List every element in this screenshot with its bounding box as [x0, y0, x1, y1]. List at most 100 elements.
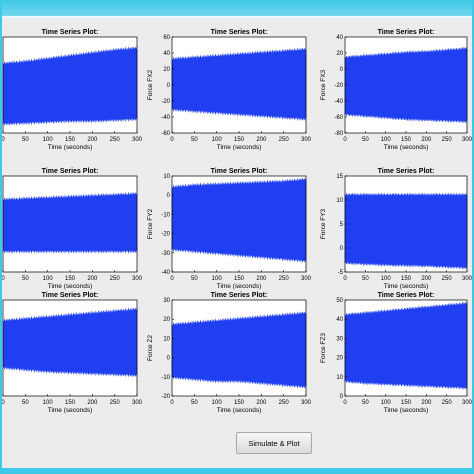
x-tick-label: 100 — [43, 276, 54, 282]
x-tick-label: 50 — [191, 137, 198, 143]
x-tick-label: 100 — [212, 276, 223, 282]
x-tick-label: 100 — [212, 137, 223, 143]
x-tick-label: 250 — [279, 276, 290, 282]
y-tick-label: 5 — [340, 222, 344, 228]
y-tick-label: 50 — [336, 298, 343, 304]
x-tick-label: 0 — [343, 400, 347, 406]
x-axis-label: Time (seconds) — [48, 283, 93, 290]
y-tick-label: -10 — [161, 375, 170, 381]
x-tick-label: 0 — [343, 137, 347, 143]
x-tick-label: 200 — [421, 400, 432, 406]
x-axis-label: Time (seconds) — [217, 144, 262, 151]
x-tick-label: 300 — [132, 276, 143, 282]
x-tick-label: 250 — [442, 400, 453, 406]
y-tick-label: -60 — [334, 115, 343, 121]
x-tick-label: 50 — [362, 276, 369, 282]
x-axis-label: Time (seconds) — [384, 407, 429, 414]
x-tick-label: 250 — [110, 137, 121, 143]
x-tick-label: 200 — [256, 276, 267, 282]
x-tick-label: 250 — [442, 276, 453, 282]
y-axis-label: Force FY3 — [320, 208, 327, 239]
simulate-plot-button[interactable]: Simulate & Plot — [236, 432, 312, 454]
x-tick-label: 300 — [132, 137, 143, 143]
y-tick-label: -80 — [334, 131, 343, 137]
x-tick-label: 150 — [234, 400, 245, 406]
x-tick-label: 100 — [381, 400, 392, 406]
x-tick-label: 150 — [234, 137, 245, 143]
x-axis-label: Time (seconds) — [48, 144, 93, 151]
series-band-1 — [171, 311, 307, 389]
chart-5: Time Series Plot:0 50 100 150 200 250 300Time … — [147, 168, 312, 290]
chart-8: Time Series Plot:0 50 100 150 200 250 300Time … — [147, 292, 312, 414]
x-tick-label: 300 — [301, 400, 312, 406]
x-tick-label: 50 — [362, 137, 369, 143]
chart-4: Time Series Plot: 0 50 100 150 200 250 300 Time … — [1, 168, 142, 290]
x-tick-label: 250 — [110, 400, 121, 406]
chart-6: Time Series Plot:0 50 100 150 200 250 300Time … — [320, 168, 473, 290]
y-axis-label: Force FX2 — [147, 69, 154, 100]
x-tick-label: 0 — [170, 276, 174, 282]
x-tick-label: 150 — [401, 276, 412, 282]
x-tick-label: 0 — [170, 400, 174, 406]
x-tick-label: 200 — [87, 400, 98, 406]
y-tick-label: 30 — [336, 336, 343, 342]
y-tick-label: -30 — [161, 251, 170, 257]
x-axis-label: Time (seconds) — [217, 283, 262, 290]
y-tick-label: 0 — [340, 246, 344, 252]
x-tick-label: 300 — [462, 400, 473, 406]
series-band-1 — [2, 191, 138, 254]
chart-title: Time Series Plot: — [378, 292, 435, 299]
x-tick-label: 200 — [421, 276, 432, 282]
y-tick-label: 60 — [163, 35, 170, 41]
x-tick-label: 150 — [65, 400, 76, 406]
x-tick-label: 300 — [462, 137, 473, 143]
x-tick-label: 200 — [421, 137, 432, 143]
y-tick-label: -10 — [161, 212, 170, 218]
y-tick-label: 15 — [336, 174, 343, 180]
chart-9: Time Series Plot: 0 50 100 150 200 250 300 Time … — [320, 292, 473, 414]
chart-2: Time Series Plot:0 50 100 150 200 250 300Time … — [147, 29, 312, 151]
chart-title: Time Series Plot: — [42, 29, 99, 36]
window-left-border — [0, 0, 2, 474]
y-tick-label: -20 — [161, 232, 170, 238]
x-tick-label: 50 — [22, 276, 29, 282]
y-tick-label: 40 — [336, 35, 343, 41]
x-tick-label: 200 — [87, 137, 98, 143]
y-tick-label: 0 — [167, 356, 171, 362]
y-tick-label: -40 — [334, 99, 343, 105]
series-band-1 — [2, 307, 138, 378]
y-tick-label: -20 — [334, 83, 343, 89]
series-band-1 — [171, 177, 307, 263]
y-tick-label: -60 — [161, 131, 170, 137]
y-tick-label: -20 — [161, 99, 170, 105]
x-axis-label: Time (seconds) — [48, 407, 93, 414]
x-tick-label: 150 — [401, 400, 412, 406]
chart-title: Time Series Plot: — [42, 168, 99, 175]
x-tick-label: 100 — [381, 137, 392, 143]
chart-title: Time Series Plot: — [211, 292, 268, 299]
x-tick-label: 300 — [462, 276, 473, 282]
window-right-border — [472, 0, 474, 474]
y-tick-label: -5 — [338, 270, 344, 276]
x-axis-label: Time (seconds) — [217, 407, 262, 414]
x-tick-label: 0 — [343, 276, 347, 282]
y-tick-label: 40 — [336, 317, 343, 323]
x-tick-label: 150 — [234, 276, 245, 282]
x-tick-label: 150 — [65, 276, 76, 282]
y-tick-label: 10 — [163, 174, 170, 180]
y-tick-label: 40 — [163, 51, 170, 57]
x-tick-label: 150 — [401, 137, 412, 143]
x-tick-label: 300 — [301, 137, 312, 143]
x-tick-label: 250 — [110, 276, 121, 282]
x-tick-label: 0 — [1, 276, 5, 282]
chart-title: Time Series Plot: — [378, 168, 435, 175]
x-tick-label: 200 — [87, 276, 98, 282]
x-tick-label: 250 — [442, 137, 453, 143]
chart-3: Time Series Plot:0 50 100 150 200 250 300Time … — [320, 29, 473, 151]
x-tick-label: 50 — [22, 137, 29, 143]
x-tick-label: 200 — [256, 400, 267, 406]
x-tick-label: 100 — [212, 400, 223, 406]
y-tick-label: -40 — [161, 115, 170, 121]
